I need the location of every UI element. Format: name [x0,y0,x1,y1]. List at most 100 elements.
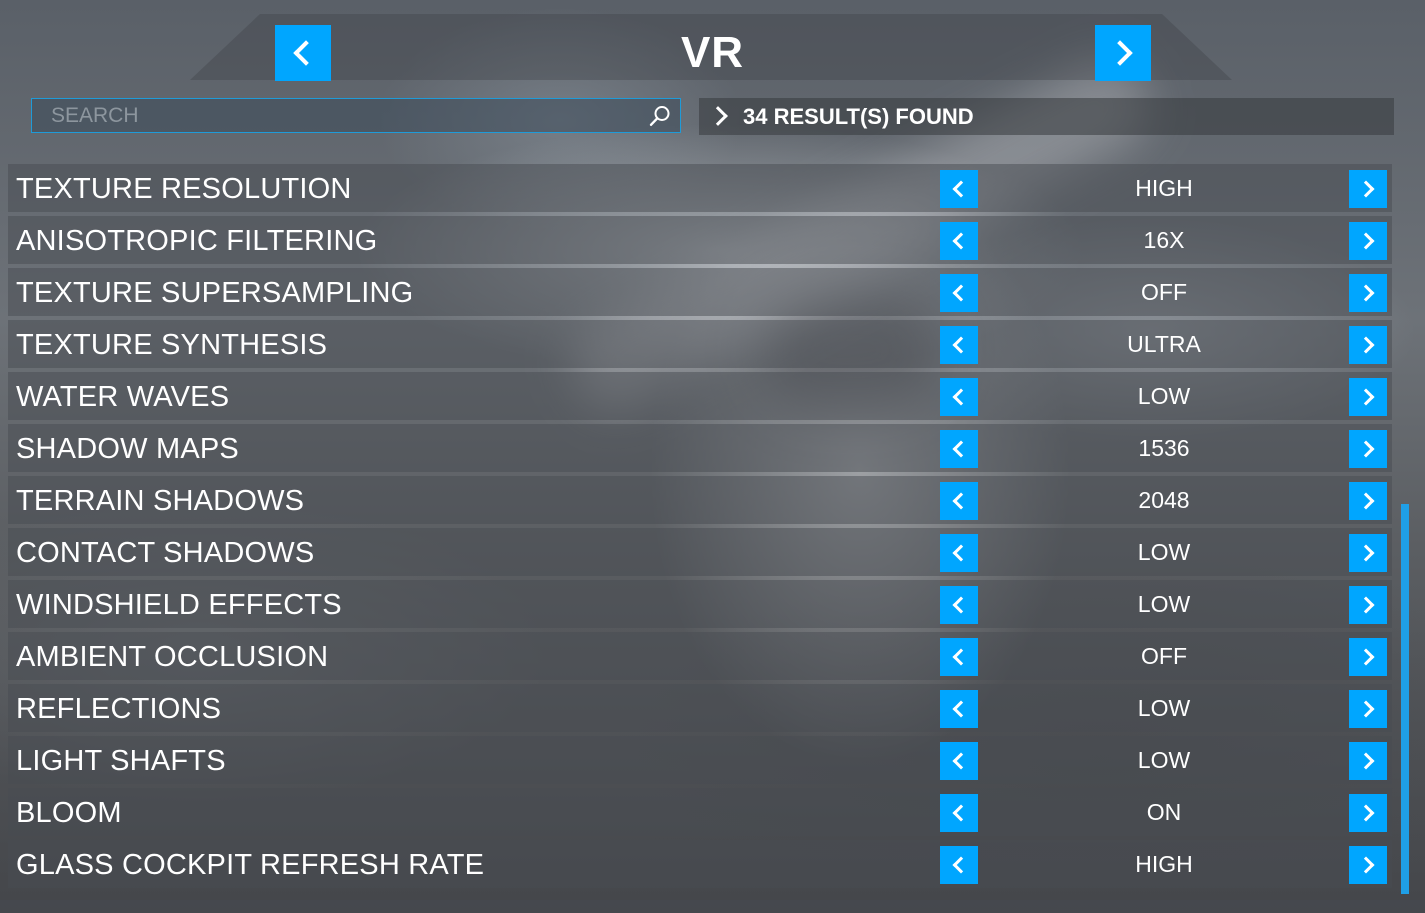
chevron-right-icon [1357,856,1375,874]
chevron-left-icon [952,648,970,666]
chevron-left-icon [952,440,970,458]
results-count: 34 RESULT(S) FOUND [743,104,974,129]
setting-decrease-button[interactable] [940,170,978,208]
setting-decrease-button[interactable] [940,222,978,260]
chevron-right-icon [1357,752,1375,770]
setting-row: REFLECTIONS LOW [8,684,1392,732]
setting-label: AMBIENT OCCLUSION [16,641,329,673]
setting-increase-button[interactable] [1349,742,1387,780]
chevron-left-icon [952,388,970,406]
header-bar [190,14,1232,80]
setting-label: TEXTURE RESOLUTION [16,173,352,205]
setting-row: SHADOW MAPS 1536 [8,424,1392,472]
setting-decrease-button[interactable] [940,846,978,884]
search-input[interactable] [32,99,642,132]
scrollbar[interactable] [1401,164,1409,894]
setting-label: TEXTURE SYNTHESIS [16,329,328,361]
setting-label: ANISOTROPIC FILTERING [16,225,378,257]
setting-value: OFF [1141,279,1187,305]
setting-decrease-button[interactable] [940,534,978,572]
chevron-right-icon [1357,648,1375,666]
setting-row: LIGHT SHAFTS LOW [8,736,1392,784]
setting-increase-button[interactable] [1349,430,1387,468]
setting-increase-button[interactable] [1349,378,1387,416]
setting-label: LIGHT SHAFTS [16,745,226,777]
chevron-left-icon [952,804,970,822]
chevron-right-icon [1357,596,1375,614]
setting-value: ULTRA [1127,331,1201,357]
setting-row: GLASS COCKPIT REFRESH RATE HIGH [8,840,1392,888]
chevron-left-icon [952,752,970,770]
setting-decrease-button[interactable] [940,794,978,832]
setting-increase-button[interactable] [1349,274,1387,312]
chevron-left-icon [952,856,970,874]
setting-decrease-button[interactable] [940,742,978,780]
setting-decrease-button[interactable] [940,638,978,676]
setting-row: BLOOM ON [8,788,1392,836]
chevron-left-icon [952,232,970,250]
setting-increase-button[interactable] [1349,690,1387,728]
setting-increase-button[interactable] [1349,326,1387,364]
setting-decrease-button[interactable] [940,378,978,416]
setting-label: WATER WAVES [16,381,230,413]
setting-value: ON [1146,799,1182,825]
chevron-right-icon [1357,180,1375,198]
chevron-right-icon [1357,232,1375,250]
chevron-right-icon [1107,40,1133,66]
chevron-left-icon [293,40,319,66]
setting-value: 1536 [1138,435,1190,461]
chevron-right-icon [1357,700,1375,718]
setting-value: HIGH [1135,851,1193,877]
setting-increase-button[interactable] [1349,222,1387,260]
setting-increase-button[interactable] [1349,846,1387,884]
setting-row: TEXTURE SUPERSAMPLING OFF [8,268,1392,316]
setting-decrease-button[interactable] [940,690,978,728]
setting-label: WINDSHIELD EFFECTS [16,589,342,621]
next-category-button[interactable] [1095,25,1151,81]
setting-increase-button[interactable] [1349,638,1387,676]
setting-decrease-button[interactable] [940,326,978,364]
setting-row: CONTACT SHADOWS LOW [8,528,1392,576]
setting-row: WATER WAVES LOW [8,372,1392,420]
chevron-right-icon [1357,336,1375,354]
search-icon[interactable] [648,104,672,128]
setting-increase-button[interactable] [1349,794,1387,832]
setting-label: TERRAIN SHADOWS [16,485,305,517]
setting-increase-button[interactable] [1349,170,1387,208]
chevron-right-icon [708,106,728,126]
setting-label: REFLECTIONS [16,693,222,725]
setting-decrease-button[interactable] [940,586,978,624]
chevron-left-icon [952,180,970,198]
previous-category-button[interactable] [275,25,331,81]
setting-decrease-button[interactable] [940,274,978,312]
footer-strip [0,900,1425,913]
chevron-right-icon [1357,284,1375,302]
chevron-right-icon [1357,544,1375,562]
search-box [31,98,681,133]
setting-increase-button[interactable] [1349,482,1387,520]
results-bar: 34 RESULT(S) FOUND [699,98,1394,135]
setting-label: TEXTURE SUPERSAMPLING [16,277,414,309]
setting-increase-button[interactable] [1349,534,1387,572]
setting-value: LOW [1137,383,1191,409]
chevron-left-icon [952,596,970,614]
setting-row: TERRAIN SHADOWS 2048 [8,476,1392,524]
scrollbar-thumb[interactable] [1401,504,1409,894]
setting-decrease-button[interactable] [940,482,978,520]
setting-value: LOW [1137,591,1191,617]
chevron-left-icon [952,544,970,562]
setting-value: 16X [1143,227,1185,253]
setting-value: LOW [1137,695,1191,721]
setting-row: ANISOTROPIC FILTERING 16X [8,216,1392,264]
setting-increase-button[interactable] [1349,586,1387,624]
chevron-left-icon [952,492,970,510]
chevron-right-icon [1357,492,1375,510]
setting-label: GLASS COCKPIT REFRESH RATE [16,849,485,881]
setting-label: BLOOM [16,797,122,829]
settings-list: TEXTURE RESOLUTION HIGH ANISOTROPIC FILTER… [8,164,1392,892]
chevron-left-icon [952,284,970,302]
setting-row: TEXTURE SYNTHESIS ULTRA [8,320,1392,368]
setting-decrease-button[interactable] [940,430,978,468]
chevron-right-icon [1357,388,1375,406]
setting-row: WINDSHIELD EFFECTS LOW [8,580,1392,628]
